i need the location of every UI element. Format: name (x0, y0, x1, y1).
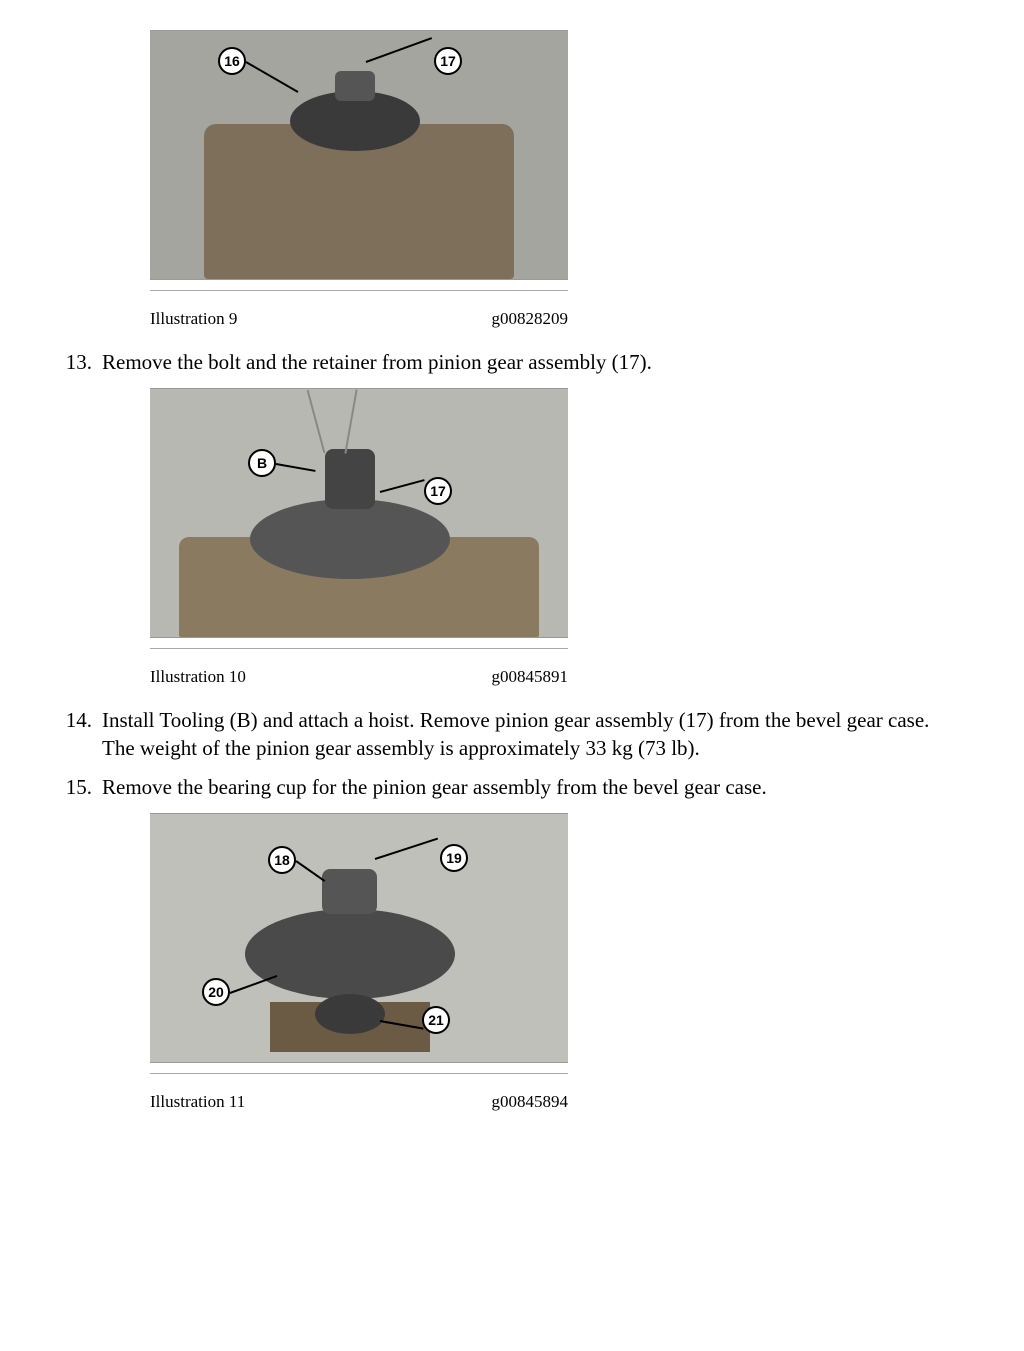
figure-9-illustration-label: Illustration 9 (150, 309, 237, 329)
large-gear-shape (245, 909, 455, 999)
figure-10: B 17 Illustration 10 g00845891 (150, 388, 964, 687)
figure-11: 18 19 20 21 Illustration 11 g00845894 (150, 813, 964, 1112)
step-14: 14. Install Tooling (B) and attach a hoi… (60, 707, 964, 762)
callout-21: 21 (422, 1006, 450, 1034)
figure-11-caption: Illustration 11 g00845894 (150, 1092, 568, 1112)
callout-17b-line (380, 479, 425, 493)
figure-9-caption: Illustration 9 g00828209 (150, 309, 568, 329)
callout-17-line (366, 37, 432, 63)
figure-10-image-id: g00845891 (492, 667, 569, 687)
figure-10-image-frame: B 17 (150, 388, 568, 638)
callout-19: 19 (440, 844, 468, 872)
figure-11-image: 18 19 20 21 (150, 814, 568, 1062)
callout-17b: 17 (424, 477, 452, 505)
step-15-text: Remove the bearing cup for the pinion ge… (102, 774, 964, 801)
figure-11-divider (150, 1073, 568, 1074)
callout-17b-label: 17 (430, 483, 446, 499)
callout-19-label: 19 (446, 850, 462, 866)
figure-9-divider (150, 290, 568, 291)
step-14-text: Install Tooling (B) and attach a hoist. … (102, 707, 964, 762)
step-13: 13. Remove the bolt and the retainer fro… (60, 349, 964, 376)
callout-21-label: 21 (428, 1012, 444, 1028)
callout-17-label: 17 (440, 53, 456, 69)
step-15: 15. Remove the bearing cup for the pinio… (60, 774, 964, 801)
figure-11-illustration-label: Illustration 11 (150, 1092, 245, 1112)
bottom-pinion-shape (315, 994, 385, 1034)
figure-10-illustration-label: Illustration 10 (150, 667, 246, 687)
callout-16-line (246, 61, 299, 93)
callout-18-line (295, 860, 325, 882)
figure-11-image-id: g00845894 (492, 1092, 569, 1112)
step-15-number: 15. (60, 774, 102, 801)
helical-gear-shape (250, 499, 450, 579)
figure-11-image-frame: 18 19 20 21 (150, 813, 568, 1063)
figure-9-image-frame: 16 17 (150, 30, 568, 280)
callout-20-label: 20 (208, 984, 224, 1000)
callout-20: 20 (202, 978, 230, 1006)
figure-10-image: B 17 (150, 389, 568, 637)
step-13-text: Remove the bolt and the retainer from pi… (102, 349, 964, 376)
callout-b-line (276, 463, 316, 472)
callout-18: 18 (268, 846, 296, 874)
hoist-wire-1 (307, 390, 326, 453)
figure-9-image: 16 17 (150, 31, 568, 279)
step-14-number: 14. (60, 707, 102, 762)
figure-10-divider (150, 648, 568, 649)
top-bearing-shape (322, 869, 377, 914)
hoist-wire-2 (344, 390, 357, 454)
step-13-number: 13. (60, 349, 102, 376)
callout-16: 16 (218, 47, 246, 75)
callout-17: 17 (434, 47, 462, 75)
figure-9-image-id: g00828209 (492, 309, 569, 329)
callout-18-label: 18 (274, 852, 290, 868)
figure-10-caption: Illustration 10 g00845891 (150, 667, 568, 687)
callout-b: B (248, 449, 276, 477)
callout-b-label: B (257, 455, 267, 471)
callout-20-line (230, 975, 278, 994)
pinion-top-shape (335, 71, 375, 101)
figure-9: 16 17 Illustration 9 g00828209 (150, 30, 964, 329)
pinion-shaft-shape (325, 449, 375, 509)
callout-16-label: 16 (224, 53, 240, 69)
callout-19-line (375, 838, 438, 860)
